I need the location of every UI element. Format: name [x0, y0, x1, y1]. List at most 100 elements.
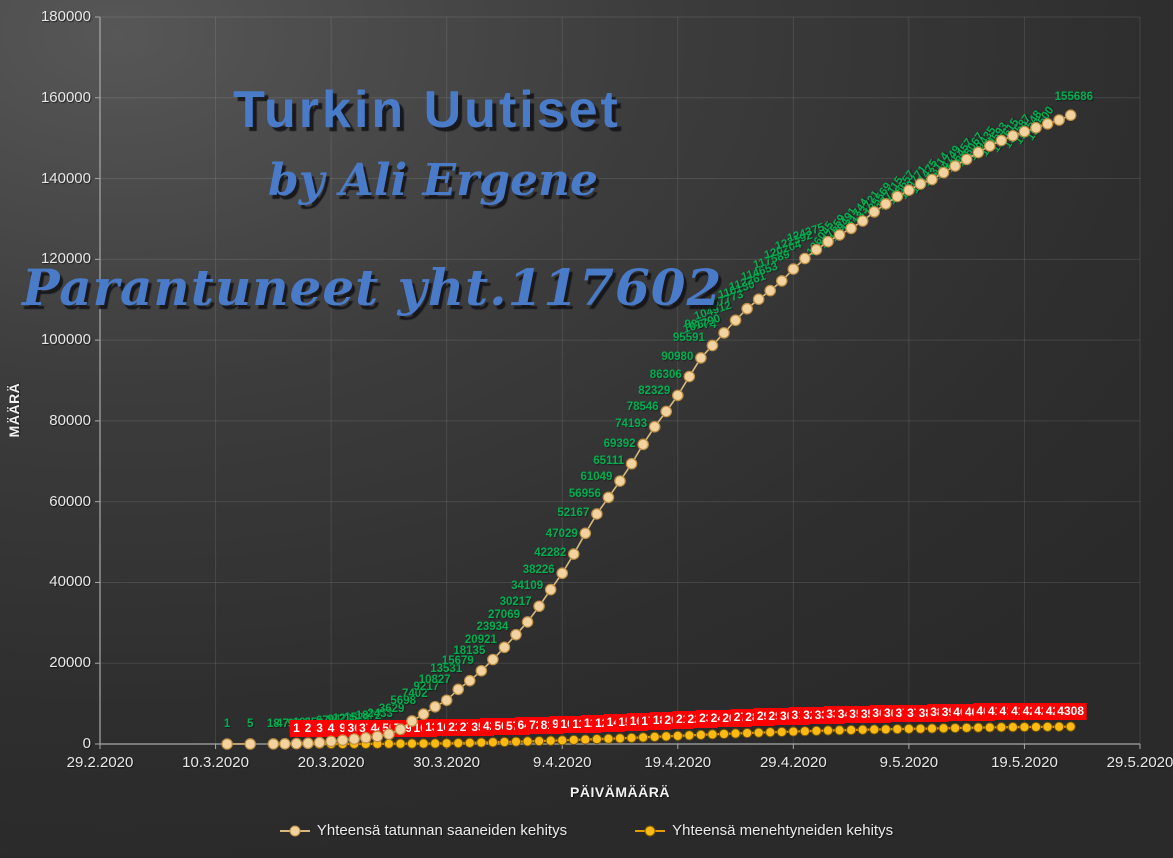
deaths-marker	[765, 727, 776, 738]
deaths-marker	[753, 727, 764, 738]
cases-data-label: 30217	[499, 595, 532, 608]
y-tick-label: 180000	[40, 8, 91, 25]
cases-marker	[567, 548, 580, 560]
cases-marker	[752, 293, 765, 305]
deaths-marker	[730, 728, 741, 739]
cases-marker	[244, 738, 257, 750]
cases-data-label: 13531	[430, 663, 463, 676]
cases-data-label: 69392	[603, 437, 636, 450]
cases-marker	[429, 700, 441, 713]
cases-data-label: 42282	[534, 547, 567, 560]
deaths-marker	[961, 722, 972, 733]
cases-marker	[279, 738, 291, 750]
cases-marker	[544, 583, 557, 596]
y-tick-label: 140000	[40, 169, 91, 187]
cases-marker	[660, 405, 673, 418]
cases-marker	[463, 674, 476, 687]
cases-marker	[764, 284, 777, 297]
deaths-marker	[973, 722, 984, 733]
deaths-marker	[915, 723, 926, 734]
deaths-marker	[1007, 722, 1018, 733]
cases-data-label: 1872	[355, 710, 382, 723]
deaths-marker	[476, 737, 487, 748]
cases-marker	[903, 184, 915, 197]
y-axis-title: MÄÄRÄ	[6, 382, 22, 438]
cases-marker	[313, 736, 326, 749]
cases-marker	[1064, 109, 1077, 122]
cases-marker	[510, 628, 522, 641]
cases-data-label: 52167	[557, 507, 590, 520]
cases-marker	[417, 708, 430, 720]
deaths-data-label: 1	[290, 720, 303, 737]
deaths-marker	[649, 731, 660, 742]
deaths-marker	[464, 737, 475, 748]
y-tick-label: 20000	[49, 654, 91, 672]
deaths-marker	[834, 725, 845, 736]
cases-data-label: 95591	[672, 331, 705, 344]
deaths-marker	[534, 735, 545, 747]
cases-data-label: 18135	[453, 644, 486, 657]
cases-data-label: 78546	[626, 400, 659, 413]
x-tick-label: 29.2.2020	[66, 754, 134, 771]
cases-marker	[498, 641, 511, 654]
legend: Yhteensä tatunnan saaneiden kehitys Yhte…	[0, 822, 1173, 839]
cases-marker	[614, 475, 626, 487]
deaths-marker	[718, 728, 730, 740]
cases-marker	[718, 327, 730, 339]
cases-marker	[972, 146, 985, 159]
deaths-marker	[545, 735, 556, 746]
cases-marker	[810, 243, 823, 256]
deaths-marker	[557, 735, 568, 746]
cases-data-label: 7402	[401, 688, 428, 701]
cases-marker	[1007, 129, 1019, 142]
y-tick-label: 0	[82, 735, 91, 752]
deaths-marker	[996, 722, 1007, 733]
cases-marker	[591, 508, 603, 520]
deaths-marker	[603, 733, 614, 744]
cases-marker	[914, 178, 927, 190]
cases-marker	[556, 567, 569, 580]
cases-marker	[868, 206, 881, 218]
watermark-subtitle: by Ali Ergene	[268, 155, 598, 206]
deaths-legend-marker-icon	[635, 829, 666, 832]
cases-data-label: 9217	[413, 680, 440, 693]
deaths-data-label: 4308	[1054, 702, 1088, 720]
cases-marker	[787, 263, 800, 275]
y-tick-label: 80000	[49, 411, 91, 429]
cases-data-label: 90980	[661, 350, 694, 363]
cases-marker	[833, 229, 846, 241]
cases-marker	[371, 730, 384, 743]
x-tick-label: 19.5.2020	[991, 754, 1058, 771]
cases-marker	[487, 653, 499, 666]
cases-marker	[648, 420, 661, 433]
legend-item-cases-label: Yhteensä tatunnan saaneiden kehitys	[316, 822, 568, 839]
legend-item-cases: Yhteensä tatunnan saaneiden kehitys	[279, 822, 568, 839]
deaths-marker	[1054, 721, 1065, 732]
cases-marker	[1041, 118, 1054, 130]
cases-data-label: 1	[223, 717, 231, 730]
x-tick-label: 29.5.2020	[1106, 754, 1173, 771]
cases-marker	[937, 166, 950, 179]
y-tick-label: 100000	[40, 331, 91, 349]
x-axis-title: PÄIVÄMÄÄRÄ	[570, 784, 670, 800]
deaths-marker	[788, 726, 799, 737]
cases-marker	[983, 140, 996, 152]
deaths-marker	[638, 732, 649, 743]
cases-marker	[267, 738, 280, 750]
cases-data-label: 74193	[615, 418, 648, 431]
cases-data-label: 5698	[390, 694, 416, 707]
cases-data-label: 82329	[638, 385, 671, 398]
cases-data-label: 34109	[511, 580, 544, 593]
cases-marker	[521, 616, 534, 628]
cases-marker	[822, 235, 834, 248]
cases-marker	[625, 457, 638, 470]
cases-data-label: 47029	[545, 528, 578, 541]
deaths-marker	[510, 736, 522, 747]
cases-data-label: 27069	[488, 608, 520, 621]
deaths-marker	[672, 730, 683, 741]
deaths-marker	[684, 730, 695, 741]
deaths-marker	[395, 738, 406, 749]
